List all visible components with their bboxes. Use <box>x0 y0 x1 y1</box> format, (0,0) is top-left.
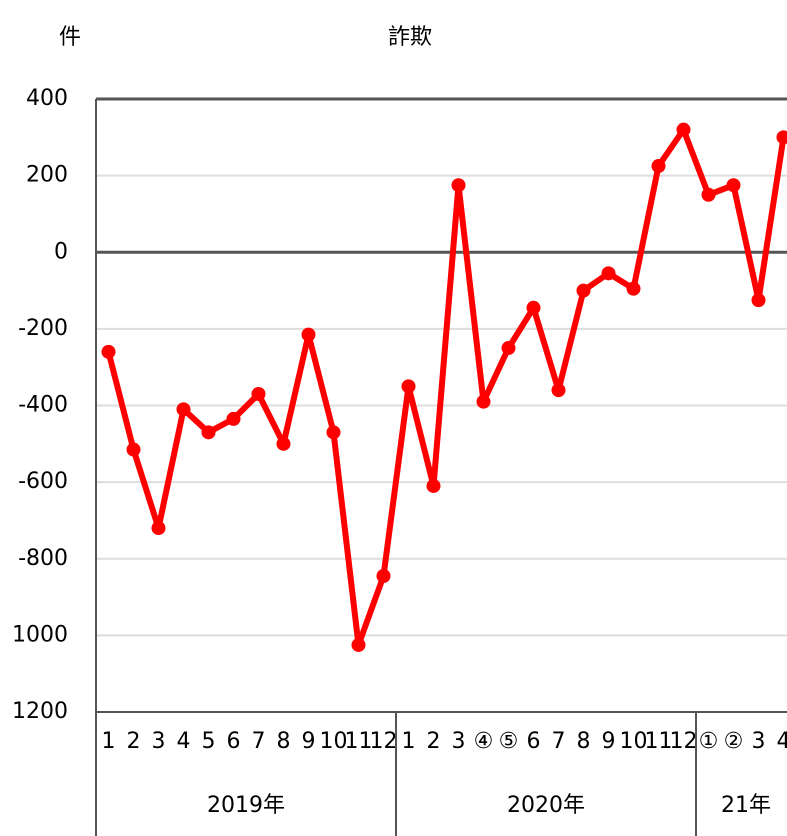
y-tick-label: -200 <box>18 316 68 341</box>
x-tick-label: 8 <box>577 729 591 754</box>
y-tick-label: 1200 <box>12 699 68 724</box>
y-tick-label: 1000 <box>12 622 68 647</box>
x-tick-label: 4 <box>177 729 191 754</box>
marker <box>301 327 316 342</box>
x-tick-label: 2 <box>127 729 141 754</box>
y-tick-label: 200 <box>26 163 68 188</box>
x-tick-label: ② <box>724 729 744 754</box>
x-tick-label: 1 <box>102 729 116 754</box>
y-tick-label: -600 <box>18 469 68 494</box>
y-tick-label: -400 <box>18 393 68 418</box>
x-tick-label: ④ <box>474 729 494 754</box>
x-tick-label: 5 <box>202 729 216 754</box>
x-tick-label: ⑤ <box>499 729 519 754</box>
x-tick-label: 9 <box>302 729 316 754</box>
marker <box>551 383 566 398</box>
x-tick-label: 7 <box>252 729 266 754</box>
x-tick-label: ① <box>699 729 719 754</box>
x-group-label: 21年 <box>721 793 771 818</box>
x-tick-label: 3 <box>452 729 466 754</box>
marker <box>751 293 766 308</box>
marker <box>176 402 191 417</box>
marker <box>726 178 741 193</box>
marker <box>401 379 416 394</box>
marker <box>326 425 341 440</box>
x-tick-label: 9 <box>602 729 616 754</box>
y-axis-label: 件 <box>59 25 81 50</box>
marker <box>426 478 441 493</box>
marker <box>351 637 366 652</box>
marker <box>101 344 116 359</box>
x-tick-label: 11 <box>345 729 373 754</box>
marker <box>651 159 666 174</box>
marker <box>151 521 166 536</box>
marker <box>676 122 691 137</box>
marker <box>501 341 516 356</box>
marker <box>526 300 541 315</box>
y-tick-label: -800 <box>18 546 68 571</box>
x-tick-label: 12 <box>370 729 398 754</box>
x-tick-label: 10 <box>320 729 348 754</box>
x-tick-label: 10 <box>620 729 648 754</box>
x-tick-label: 3 <box>152 729 166 754</box>
x-tick-label: 7 <box>552 729 566 754</box>
marker <box>376 568 391 583</box>
x-tick-label: 11 <box>645 729 673 754</box>
x-group-label: 2019年 <box>207 793 285 818</box>
marker <box>201 425 216 440</box>
x-tick-label: 2 <box>427 729 441 754</box>
x-tick-label: 6 <box>527 729 541 754</box>
x-tick-label: 8 <box>277 729 291 754</box>
marker <box>451 178 466 193</box>
marker <box>601 266 616 281</box>
marker <box>626 281 641 296</box>
x-tick-label: 4 <box>777 729 787 754</box>
y-tick-label: 0 <box>54 239 68 264</box>
marker <box>576 283 591 298</box>
marker <box>126 442 141 457</box>
x-tick-label: 3 <box>752 729 766 754</box>
x-tick-label: 1 <box>402 729 416 754</box>
marker <box>476 394 491 409</box>
x-tick-label: 6 <box>227 729 241 754</box>
marker <box>776 130 787 145</box>
line <box>105 126 787 648</box>
x-group-label: 2020年 <box>507 793 585 818</box>
marker <box>276 436 291 451</box>
chart-title: 詐欺 <box>388 25 432 50</box>
x-tick-label: 12 <box>670 729 698 754</box>
y-tick-label: 400 <box>26 86 68 111</box>
marker <box>251 387 266 402</box>
marker <box>701 187 716 202</box>
marker <box>226 411 241 426</box>
